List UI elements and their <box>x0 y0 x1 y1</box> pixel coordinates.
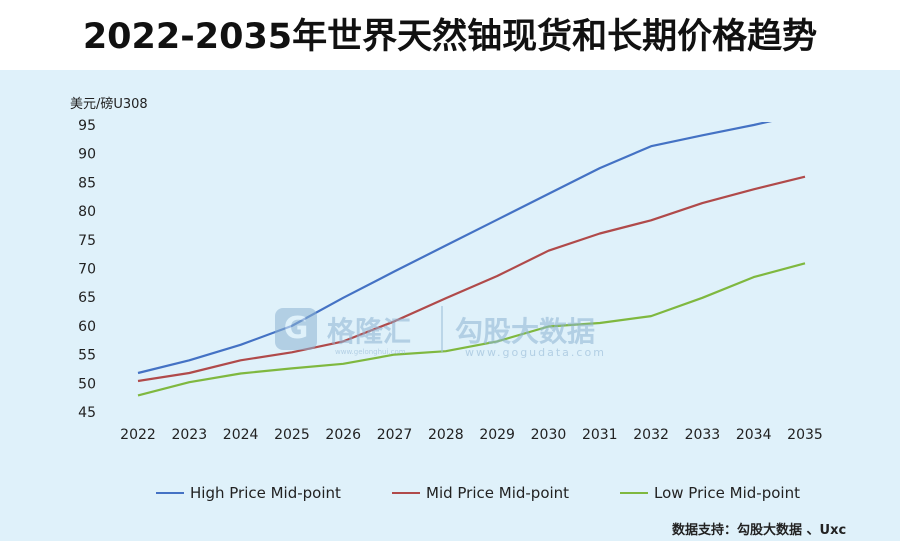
y-tick-label: 80 <box>78 204 96 220</box>
legend-item-mid: Mid Price Mid-point <box>392 484 569 502</box>
x-tick-label: 2033 <box>685 427 721 443</box>
x-tick-label: 2027 <box>377 427 413 443</box>
y-tick-label: 90 <box>78 147 96 163</box>
low-price-line <box>137 262 806 397</box>
legend-item-low: Low Price Mid-point <box>620 484 800 502</box>
y-tick-label: 75 <box>78 233 96 249</box>
legend-item-high: High Price Mid-point <box>156 484 341 502</box>
x-tick-label: 2022 <box>120 427 156 443</box>
y-axis-label: 美元/磅U308 <box>70 96 148 112</box>
y-tick-label: 85 <box>78 175 96 191</box>
x-tick-label: 2029 <box>479 427 515 443</box>
x-tick-label: 2028 <box>428 427 464 443</box>
y-tick-label: 50 <box>78 376 96 392</box>
y-tick-label: 65 <box>78 290 96 306</box>
x-tick-label: 2024 <box>223 427 259 443</box>
high-price-line <box>137 122 773 375</box>
legend-swatch-high <box>156 492 184 494</box>
x-tick-label: 2025 <box>274 427 310 443</box>
chart-panel: 美元/磅U308 95 90 85 80 75 70 65 60 55 50 45 2022 2023… <box>0 70 900 541</box>
x-tick-label: 2023 <box>171 427 207 443</box>
legend-swatch-low <box>620 492 648 494</box>
y-tick-label: 45 <box>78 405 96 421</box>
x-tick-label: 2026 <box>325 427 361 443</box>
chart-title: 2022-2035年世界天然铀现货和长期价格趋势 <box>0 6 900 68</box>
y-tick-label: 95 <box>78 118 96 134</box>
legend-swatch-mid <box>392 492 420 494</box>
line-chart: 美元/磅U308 95 90 85 80 75 70 65 60 55 50 45 2022 2023… <box>70 96 823 443</box>
legend-label-low: Low Price Mid-point <box>654 484 800 502</box>
y-tick-label: 55 <box>78 348 96 364</box>
x-tick-label: 2032 <box>633 427 669 443</box>
mid-price-line <box>137 175 806 383</box>
legend-label-high: High Price Mid-point <box>190 484 341 502</box>
x-tick-label: 2035 <box>787 427 823 443</box>
x-tick-label: 2030 <box>531 427 567 443</box>
y-tick-label: 60 <box>78 319 96 335</box>
data-source-note: 数据支持：勾股大数据 、Uxc <box>672 523 847 538</box>
y-tick-label: 70 <box>78 262 96 278</box>
legend-label-mid: Mid Price Mid-point <box>426 484 570 502</box>
x-tick-label: 2031 <box>582 427 618 443</box>
x-tick-label: 2034 <box>736 427 772 443</box>
